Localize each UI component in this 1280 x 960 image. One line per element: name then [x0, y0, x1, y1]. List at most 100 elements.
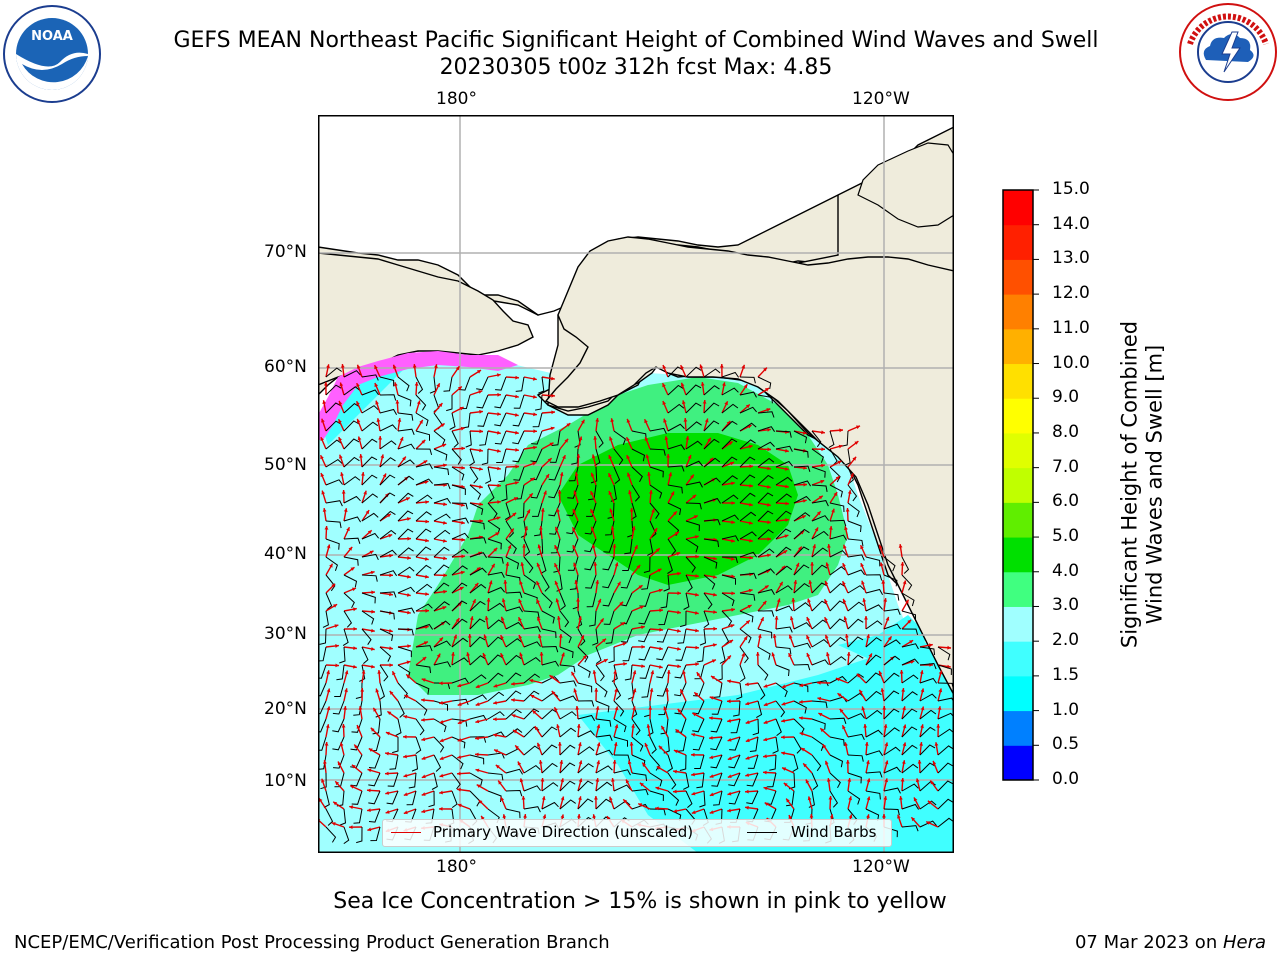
- wind-barb: [433, 754, 442, 772]
- wave-direction-arrowhead: [763, 754, 767, 759]
- wind-barb: [415, 645, 433, 652]
- wind-barb: [919, 726, 936, 738]
- wind-barb: [541, 744, 558, 756]
- wave-direction-arrowhead: [835, 677, 840, 682]
- wind-barb: [361, 421, 379, 432]
- wave-direction-arrowhead: [356, 725, 361, 729]
- wave-direction-arrowhead: [389, 646, 393, 651]
- wind-barb: [919, 693, 937, 702]
- wind-barb: [451, 582, 468, 594]
- wave-direction-arrowhead: [805, 779, 810, 784]
- wave-direction-arrowhead: [729, 640, 733, 644]
- wind-barb: [415, 511, 432, 522]
- wave-direction-arrowhead: [727, 699, 731, 704]
- wave-direction-arrowhead: [515, 448, 519, 452]
- wave-direction-arrowhead: [359, 454, 363, 458]
- wind-barb: [379, 376, 395, 387]
- wave-direction-arrowhead: [389, 663, 393, 667]
- wind-barb: [602, 592, 615, 607]
- wave-direction-arrowhead: [926, 821, 931, 825]
- wave-direction-arrowhead: [497, 483, 501, 488]
- wind-barb: [541, 801, 559, 810]
- wave-direction-arrowhead: [591, 454, 596, 459]
- wind-barb: [361, 610, 375, 625]
- wind-barb: [901, 691, 918, 702]
- wind-barb: [487, 484, 495, 502]
- wind-barb: [703, 402, 720, 414]
- wind-barb: [757, 610, 775, 617]
- wave-direction-arrowhead: [807, 598, 811, 603]
- wave-direction-arrowhead: [403, 773, 408, 778]
- footer-date: 07 Mar 2023 on Hera: [1075, 932, 1266, 953]
- wave-direction-arrowhead: [554, 563, 558, 568]
- wave-direction-arrowhead: [331, 822, 336, 826]
- wind-barb: [828, 430, 835, 449]
- wave-direction-arrowhead: [421, 678, 426, 682]
- wave-direction-arrowhead: [762, 601, 767, 605]
- wave-direction-arrowhead: [457, 720, 462, 725]
- wind-barb: [548, 484, 561, 499]
- wind-barb: [577, 628, 586, 646]
- wind-barb: [512, 448, 525, 463]
- wave-direction-arrowhead: [905, 599, 909, 604]
- wave-direction-arrowhead: [826, 652, 830, 657]
- wave-direction-arrowhead: [772, 634, 777, 638]
- wave-direction-arrowhead: [335, 781, 340, 786]
- wind-barb: [685, 574, 693, 592]
- wind-barb: [685, 460, 703, 468]
- wave-direction-arrowhead: [517, 761, 522, 766]
- colorbar-bin: [1003, 502, 1033, 538]
- wind-barb: [847, 712, 865, 720]
- wave-direction-arrowhead: [608, 455, 612, 459]
- wave-direction-arrowhead: [655, 806, 659, 811]
- wave-direction-arrowhead: [423, 460, 428, 464]
- wind-barb: [901, 592, 915, 607]
- wave-direction-arrowhead: [530, 695, 535, 699]
- wind-barb: [793, 736, 802, 754]
- wave-direction-arrowhead: [536, 581, 540, 586]
- wave-direction-arrowhead: [608, 491, 613, 495]
- wave-direction-arrowhead: [691, 772, 695, 777]
- wave-direction-arrowhead: [561, 652, 565, 657]
- map-frame: [318, 115, 954, 853]
- wind-barb: [585, 574, 597, 589]
- wind-barb: [494, 412, 507, 427]
- wind-barb: [469, 466, 479, 484]
- wind-barb: [811, 718, 826, 730]
- wave-direction-arrowhead: [731, 520, 735, 525]
- wind-barb: [351, 790, 363, 805]
- wave-direction-arrowhead: [389, 628, 393, 633]
- wave-direction-arrowhead: [533, 412, 537, 417]
- wave-direction-arrowhead: [356, 401, 360, 406]
- wind-barb: [325, 574, 336, 592]
- wave-direction-arrowhead: [549, 675, 554, 679]
- wind-barb: [721, 610, 733, 627]
- wave-direction-arrowhead: [389, 691, 394, 695]
- wave-direction-arrowhead: [514, 413, 519, 417]
- wave-direction-arrowhead: [676, 628, 681, 633]
- wind-barb: [361, 553, 379, 561]
- wind-barb: [451, 565, 468, 576]
- wave-direction-arrowhead: [460, 570, 465, 575]
- wind-barb: [535, 394, 543, 411]
- wave-direction-arrowhead: [593, 436, 598, 440]
- wind-barb: [469, 567, 487, 576]
- wave-direction-arrowhead: [695, 592, 699, 597]
- wave-direction-arrowhead: [930, 780, 934, 785]
- wind-barb: [343, 495, 361, 504]
- wind-barb: [901, 574, 913, 591]
- wind-barb: [443, 376, 453, 392]
- wave-direction-arrowhead: [610, 526, 615, 530]
- wind-barb: [343, 610, 353, 628]
- wind-barb: [541, 660, 560, 667]
- lon-label-bottom-120w: 120°W: [852, 857, 910, 877]
- wave-direction-arrowhead: [457, 683, 462, 688]
- wave-direction-arrowhead: [425, 538, 429, 543]
- wind-barb: [469, 502, 484, 515]
- wind-barb: [729, 736, 741, 751]
- wind-barb: [559, 762, 576, 774]
- wind-barb: [775, 626, 793, 633]
- wave-direction-arrowhead: [326, 670, 330, 675]
- wave-direction-arrowhead: [482, 653, 487, 657]
- lat-label-60n: 60°N: [264, 357, 307, 377]
